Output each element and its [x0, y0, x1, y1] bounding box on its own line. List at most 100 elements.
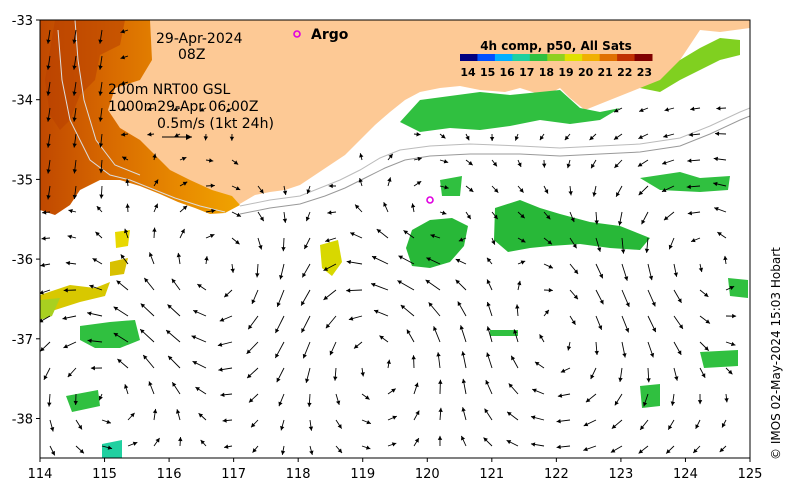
- colorbar-swatch: [460, 54, 478, 61]
- current-arrow: [246, 367, 259, 379]
- current-arrow: [687, 158, 701, 163]
- current-arrow: [125, 178, 130, 187]
- current-arrow: [179, 205, 188, 213]
- scale-arrow-head: [186, 134, 192, 140]
- current-arrow: [101, 419, 112, 424]
- sst-patch: [490, 330, 518, 336]
- current-arrow: [647, 341, 655, 358]
- current-arrow: [465, 185, 474, 193]
- current-arrow: [197, 283, 207, 291]
- current-arrow: [692, 445, 701, 454]
- current-arrow: [99, 159, 104, 174]
- current-arrow: [274, 341, 285, 359]
- current-arrow: [564, 133, 571, 141]
- current-arrow: [687, 210, 701, 216]
- current-arrow: [120, 55, 129, 60]
- current-arrow: [282, 211, 288, 223]
- current-arrow: [95, 231, 103, 239]
- current-arrow: [413, 132, 421, 137]
- current-arrow: [140, 303, 155, 317]
- current-arrow: [663, 211, 675, 221]
- current-arrow: [46, 81, 51, 96]
- current-arrow: [323, 289, 337, 301]
- current-arrow: [485, 379, 493, 395]
- current-arrow: [203, 133, 209, 141]
- current-arrow: [305, 367, 311, 384]
- current-arrow: [589, 133, 597, 141]
- colorbar-ticks: 14 15 16 17 18 19 20 21 22 23: [460, 66, 652, 79]
- current-arrow: [305, 211, 311, 222]
- current-arrow: [46, 29, 51, 44]
- current-arrow: [113, 306, 129, 317]
- current-arrow: [486, 257, 493, 265]
- current-arrow: [205, 183, 215, 188]
- current-arrow: [715, 131, 727, 136]
- sst-patch: [102, 440, 122, 458]
- current-arrow: [148, 381, 155, 395]
- current-arrow: [461, 378, 467, 395]
- current-arrow: [699, 315, 711, 324]
- current-arrow: [595, 289, 604, 305]
- current-arrow: [717, 231, 727, 239]
- current-arrow: [348, 315, 363, 321]
- current-arrow: [72, 55, 77, 70]
- colorbar-gradient: [460, 54, 653, 61]
- current-arrow: [668, 237, 675, 250]
- x-tick-label: 116: [157, 467, 182, 482]
- current-arrow: [699, 341, 710, 351]
- current-arrow: [569, 315, 576, 325]
- current-arrow: [370, 282, 389, 291]
- x-tick-label: 121: [479, 467, 504, 482]
- current-arrow: [413, 382, 419, 395]
- colorbar-tick-label: 14: [460, 66, 476, 79]
- contours-label-2: 1000m29-Apr 06:00Z: [108, 99, 258, 115]
- current-arrow: [179, 228, 185, 239]
- current-arrow: [179, 181, 188, 187]
- current-arrow: [663, 133, 675, 139]
- current-arrow: [373, 309, 389, 317]
- current-arrow: [327, 210, 337, 215]
- current-arrow: [686, 184, 701, 189]
- current-arrow: [530, 442, 545, 447]
- current-arrow: [486, 352, 493, 369]
- current-arrow: [647, 315, 657, 333]
- current-arrow: [257, 211, 265, 222]
- current-arrow: [465, 159, 474, 166]
- current-arrow: [359, 153, 364, 161]
- current-arrow: [430, 233, 441, 239]
- current-arrow: [594, 211, 599, 225]
- current-arrow: [152, 227, 157, 239]
- current-arrow: [307, 393, 312, 407]
- colorbar-swatch: [634, 54, 653, 61]
- scale-label: 0.5m/s (1kt 24h): [157, 116, 274, 132]
- current-arrow: [120, 254, 129, 265]
- contour-1000m: [239, 115, 750, 215]
- current-arrow: [428, 302, 441, 317]
- current-arrow: [583, 419, 597, 427]
- contour-200m: [239, 107, 750, 207]
- current-arrow: [335, 419, 343, 429]
- current-arrow: [387, 415, 398, 421]
- colorbar-tick-label: 21: [598, 66, 613, 79]
- current-arrow: [49, 419, 55, 432]
- current-arrow: [349, 232, 363, 239]
- colorbar-swatch: [494, 54, 513, 61]
- current-arrow: [543, 185, 549, 194]
- current-arrow: [506, 439, 519, 447]
- y-tick-label: -33: [12, 14, 33, 29]
- y-tick-label: -34: [12, 94, 33, 109]
- current-arrow: [639, 419, 649, 431]
- current-arrow: [459, 325, 467, 343]
- current-arrow: [517, 211, 526, 219]
- current-arrow: [65, 261, 77, 266]
- current-arrow: [304, 237, 311, 250]
- sst-patch: [115, 230, 130, 248]
- current-arrow: [68, 208, 77, 214]
- current-arrow: [47, 393, 52, 407]
- current-arrow: [491, 159, 498, 167]
- current-arrow: [542, 159, 547, 168]
- current-arrow: [280, 445, 286, 455]
- current-arrow: [539, 334, 545, 343]
- x-tick-label: 120: [415, 467, 440, 482]
